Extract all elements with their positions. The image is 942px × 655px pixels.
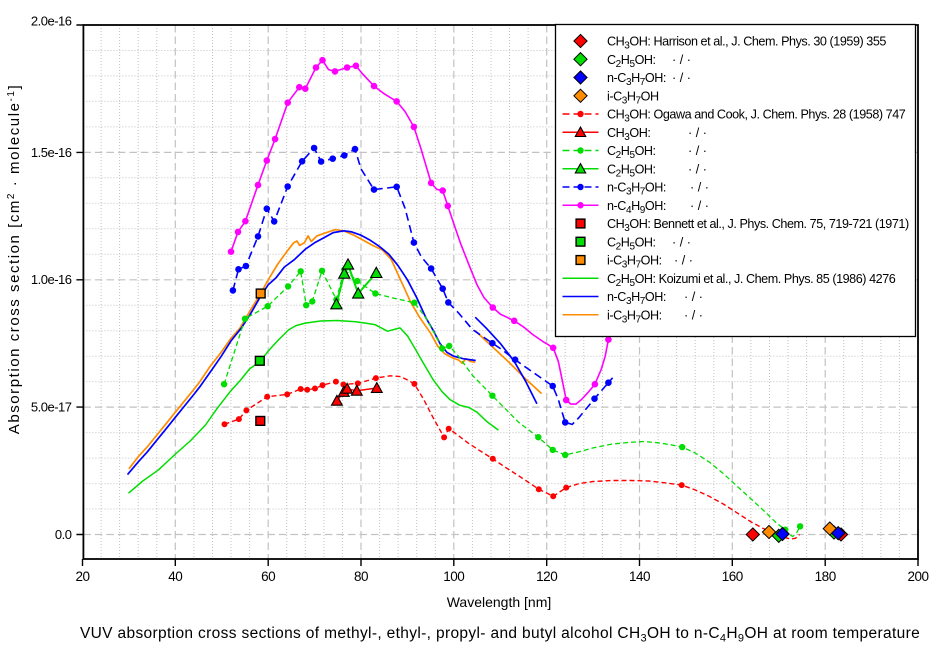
- svg-text:180: 180: [815, 569, 836, 584]
- svg-text:· / ·: · / ·: [672, 71, 691, 85]
- svg-text:i-C3H7OH:: i-C3H7OH:: [607, 308, 662, 325]
- svg-text:· / ·: · / ·: [674, 254, 693, 268]
- svg-text:· / ·: · / ·: [688, 144, 707, 158]
- svg-text:n-C3H7OH:: n-C3H7OH:: [607, 71, 666, 88]
- svg-text:VUV absorption cross sections: VUV absorption cross sections of methyl-…: [80, 625, 920, 645]
- svg-text:Wavelength [nm]: Wavelength [nm]: [447, 594, 552, 610]
- svg-text:i-C3H7OH: i-C3H7OH: [607, 89, 659, 106]
- svg-text:Absorption cross section [cm2: Absorption cross section [cm2 · molecule…: [6, 84, 23, 434]
- svg-text:200: 200: [907, 569, 928, 584]
- svg-text:0.0: 0.0: [55, 527, 72, 542]
- svg-text:2.0e-16: 2.0e-16: [31, 14, 72, 29]
- svg-text:· / ·: · / ·: [684, 290, 703, 304]
- svg-text:140: 140: [629, 569, 650, 584]
- svg-text:20: 20: [75, 569, 89, 584]
- svg-text:160: 160: [722, 569, 743, 584]
- svg-text:n-C4H9OH:: n-C4H9OH:: [607, 199, 666, 216]
- svg-text:· / ·: · / ·: [688, 126, 707, 140]
- svg-text:· / ·: · / ·: [672, 235, 691, 249]
- svg-text:CH3OH: Ogawa and Cook, J. Chem: CH3OH: Ogawa and Cook, J. Chem. Phys. 28…: [607, 108, 906, 125]
- svg-text:5.0e-17: 5.0e-17: [31, 400, 72, 415]
- svg-text:CH3OH: Bennett et al., J. Phys: CH3OH: Bennett et al., J. Phys. Chem. 75…: [607, 217, 909, 234]
- svg-text:CH3OH:: CH3OH:: [607, 126, 650, 143]
- svg-text:120: 120: [536, 569, 557, 584]
- svg-text:C2H5OH: Koizumi et al., J. Che: C2H5OH: Koizumi et al., J. Chem. Phys. 8…: [607, 272, 896, 289]
- svg-text:CH3OH: Harrison et al., J. Che: CH3OH: Harrison et al., J. Chem. Phys. 3…: [607, 35, 886, 52]
- svg-text:· / ·: · / ·: [690, 181, 709, 195]
- svg-text:· / ·: · / ·: [690, 199, 709, 213]
- svg-text:· / ·: · / ·: [672, 53, 691, 67]
- svg-text:· / ·: · / ·: [684, 308, 703, 322]
- svg-text:100: 100: [443, 569, 464, 584]
- svg-text:60: 60: [261, 569, 275, 584]
- svg-text:C2H5OH:: C2H5OH:: [607, 235, 656, 252]
- svg-text:· / ·: · / ·: [688, 162, 707, 176]
- svg-text:80: 80: [354, 569, 368, 584]
- svg-text:40: 40: [168, 569, 182, 584]
- svg-text:n-C3H7OH:: n-C3H7OH:: [607, 290, 666, 307]
- svg-text:1.0e-16: 1.0e-16: [31, 272, 72, 287]
- svg-text:1.5e-16: 1.5e-16: [31, 145, 72, 160]
- svg-text:i-C3H7OH:: i-C3H7OH:: [607, 254, 662, 271]
- svg-text:n-C3H7OH:: n-C3H7OH:: [607, 181, 666, 198]
